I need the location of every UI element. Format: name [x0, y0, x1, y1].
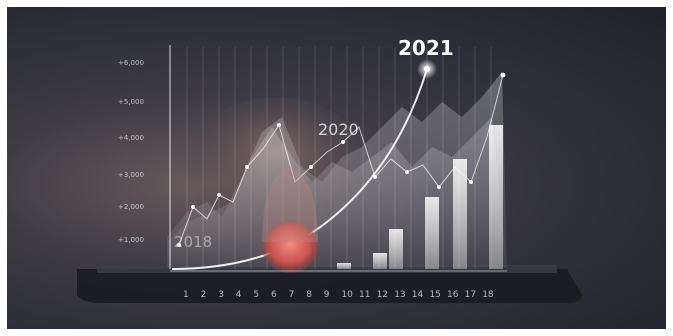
x-tick-label: 13 [394, 290, 406, 300]
x-tick-label: 2 [200, 290, 207, 300]
tablet-device [77, 269, 582, 303]
x-tick-label: 7 [288, 290, 295, 300]
fingertip [262, 221, 318, 273]
stock-photo-growth-chart: +6,000 +5,000 +4,000 +3,000 +2,000 +1,00… [7, 7, 666, 329]
x-tick-label: 14 [411, 290, 424, 300]
y-tick-label: +1,000 [118, 236, 144, 244]
trend-zigzag-line [178, 74, 504, 246]
hologram-chart-graphic [77, 45, 582, 303]
chart-bar [425, 197, 439, 269]
year-label-2020: 2020 [318, 120, 359, 139]
growth-curve-point [424, 66, 430, 72]
x-tick-label: 18 [482, 290, 494, 300]
finger [262, 167, 318, 242]
x-tick-label: 16 [447, 290, 459, 300]
x-tick-label: 17 [464, 290, 477, 300]
y-tick-label: +5,000 [118, 98, 144, 106]
y-tick-label: +6,000 [118, 59, 144, 67]
chart-bar [489, 125, 503, 269]
x-tick-label: 8 [306, 290, 312, 300]
y-tick-label: +2,000 [118, 203, 144, 211]
x-tick-label: 6 [271, 290, 277, 300]
x-tick-label: 3 [218, 290, 224, 300]
growth-curve [171, 68, 428, 270]
x-tick-label: 15 [429, 290, 441, 300]
chart-bar [389, 229, 403, 269]
chart-bar [337, 263, 351, 269]
chart-bar [453, 159, 467, 269]
y-tick-label: +4,000 [118, 134, 144, 142]
tablet-screen [97, 265, 557, 273]
x-tick-label: 9 [323, 290, 330, 300]
chart-area-front [167, 117, 507, 267]
x-tick-label: 1 [183, 290, 189, 300]
x-tick-label: 12 [376, 290, 389, 300]
chart-bar [373, 253, 387, 269]
bar-group [337, 125, 503, 269]
x-tick-label: 5 [253, 290, 260, 300]
y-tick-label: +3,000 [118, 171, 144, 179]
x-tick-label: 11 [359, 290, 371, 300]
x-tick-label: 10 [341, 290, 353, 300]
trend-points [177, 72, 506, 247]
year-label-2018: 2018 [174, 233, 213, 251]
year-label-2021: 2021 [398, 36, 454, 60]
x-tick-label: 4 [235, 290, 242, 300]
